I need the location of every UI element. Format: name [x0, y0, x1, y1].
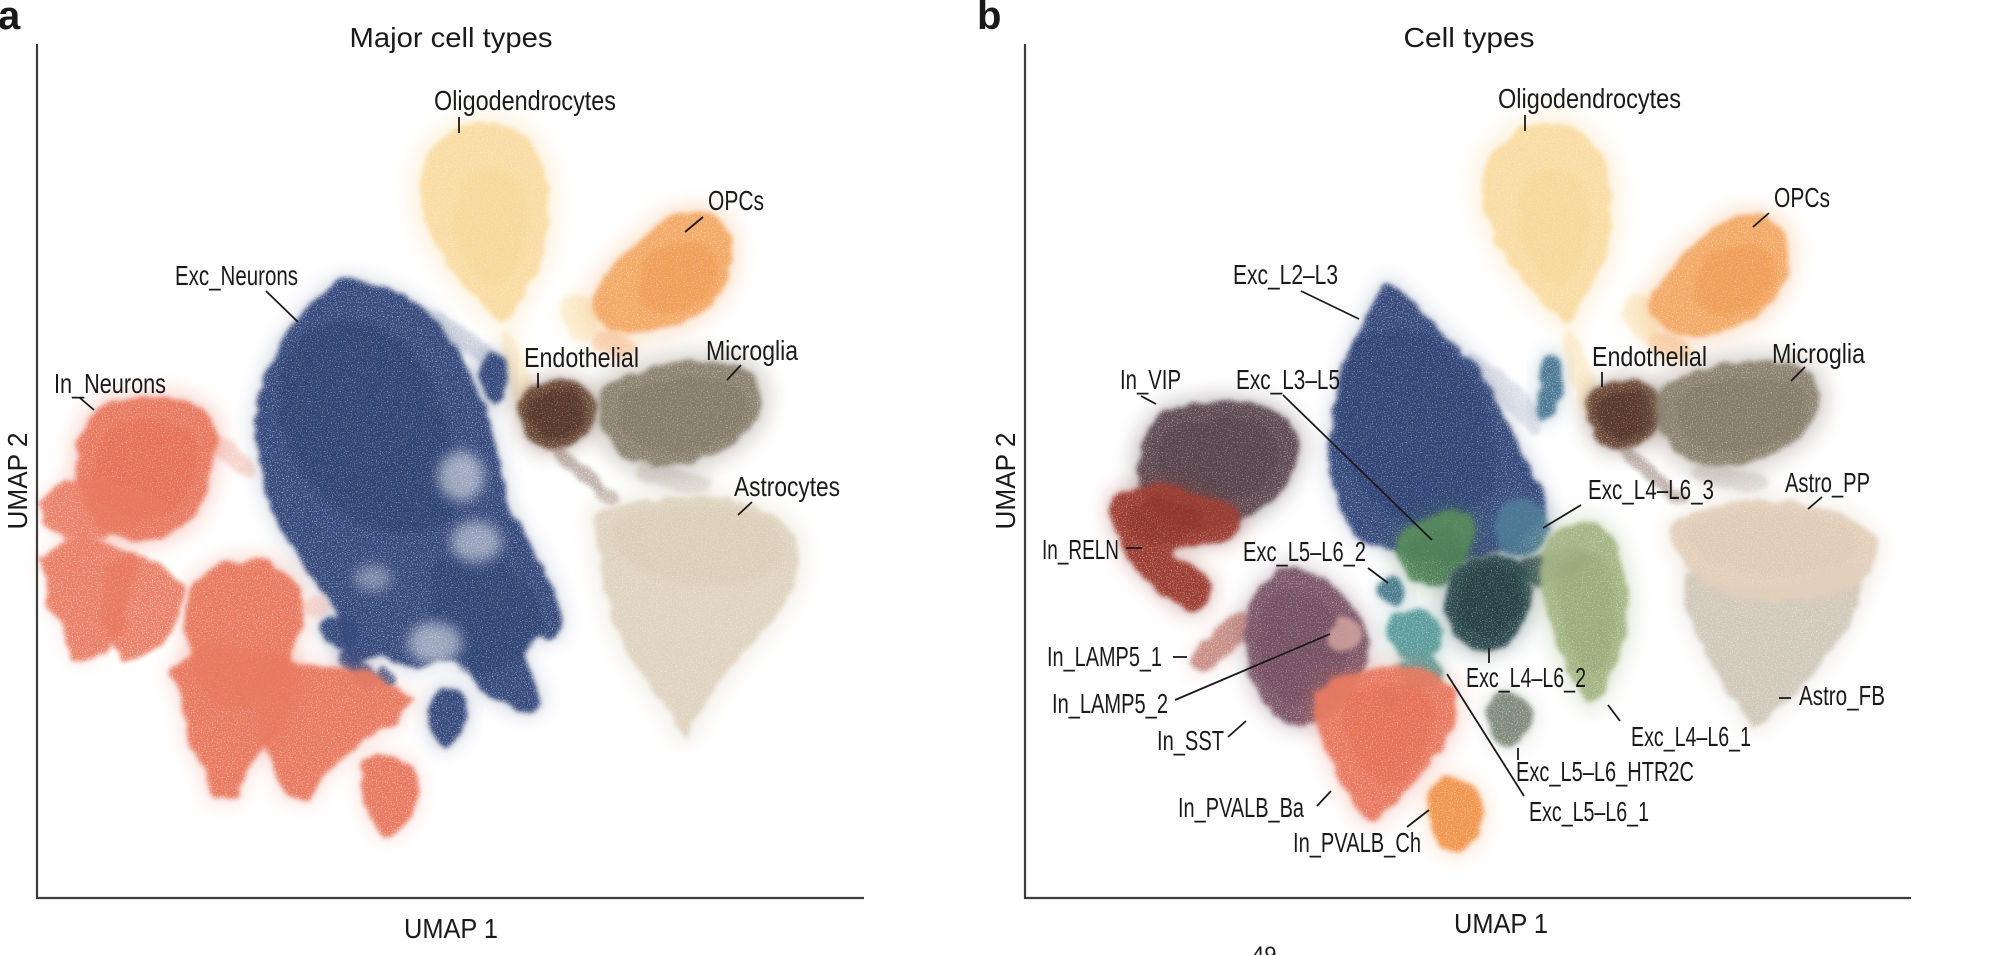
svg-text:OPCs: OPCs [1774, 182, 1830, 213]
svg-text:In_SST: In_SST [1157, 725, 1224, 756]
svg-text:UMAP 1: UMAP 1 [1454, 908, 1548, 939]
svg-text:Cell types: Cell types [1404, 22, 1535, 53]
svg-text:OPCs: OPCs [708, 185, 764, 216]
svg-text:UMAP 2: UMAP 2 [2, 433, 33, 530]
svg-text:Astro_PP: Astro_PP [1785, 467, 1870, 498]
svg-text:Exc_L5–L6_1: Exc_L5–L6_1 [1529, 796, 1649, 827]
svg-text:In_LAMP5_2: In_LAMP5_2 [1052, 688, 1168, 719]
svg-text:Endothelial: Endothelial [1592, 341, 1707, 372]
svg-text:In_VIP: In_VIP [1120, 364, 1181, 395]
svg-text:Exc_L4–L6_3: Exc_L4–L6_3 [1588, 474, 1714, 505]
svg-text:Exc_L4–L6_1: Exc_L4–L6_1 [1631, 721, 1751, 752]
svg-text:Astro_FB: Astro_FB [1799, 680, 1885, 711]
svg-text:a: a [0, 0, 21, 38]
svg-text:UMAP 2: UMAP 2 [990, 433, 1021, 530]
svg-text:Major cell types: Major cell types [350, 22, 553, 53]
svg-text:Oligodendrocytes: Oligodendrocytes [1498, 83, 1681, 114]
svg-text:In_Neurons: In_Neurons [54, 368, 166, 399]
svg-text:Exc_L5–L6_2: Exc_L5–L6_2 [1243, 536, 1366, 567]
svg-text:In_LAMP5_1: In_LAMP5_1 [1047, 641, 1162, 672]
svg-text:Endothelial: Endothelial [524, 342, 639, 373]
svg-text:In_RELN: In_RELN [1042, 534, 1119, 565]
svg-text:b: b [977, 0, 1001, 38]
svg-text:Microglia: Microglia [706, 335, 798, 366]
svg-text:Oligodendrocytes: Oligodendrocytes [434, 85, 616, 116]
svg-text:Microglia: Microglia [1772, 338, 1865, 369]
svg-text:Exc_L4–L6_2: Exc_L4–L6_2 [1466, 662, 1586, 693]
svg-text:Exc_L3–L5: Exc_L3–L5 [1236, 364, 1340, 395]
svg-text:Exc_Neurons: Exc_Neurons [175, 260, 298, 291]
svg-text:49: 49 [1252, 942, 1276, 955]
svg-text:Exc_L2–L3: Exc_L2–L3 [1233, 259, 1338, 290]
svg-text:Exc_L5–L6_HTR2C: Exc_L5–L6_HTR2C [1516, 756, 1694, 787]
svg-text:Astrocytes: Astrocytes [734, 471, 840, 502]
svg-text:In_PVALB_Ba: In_PVALB_Ba [1178, 792, 1304, 823]
svg-text:UMAP 1: UMAP 1 [404, 913, 498, 944]
svg-text:In_PVALB_Ch: In_PVALB_Ch [1293, 827, 1421, 858]
